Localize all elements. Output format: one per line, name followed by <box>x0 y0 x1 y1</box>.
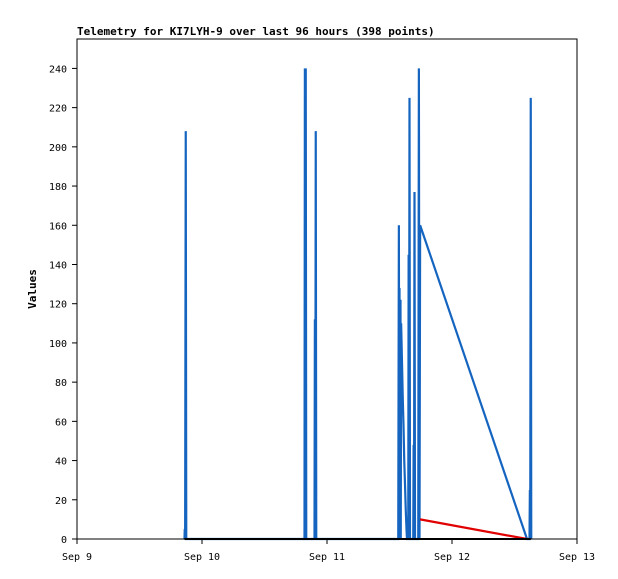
x-tick-label: Sep 11 <box>309 552 345 563</box>
axis-layer: 0 20 40 60 80 100 120 140 160 180 200 220 240 Sep 9 Se… <box>49 64 595 563</box>
y-tick-label: 0 <box>61 535 67 546</box>
y-tick-label: 240 <box>49 64 67 75</box>
series-line-1 <box>419 518 528 541</box>
plot-frame <box>76 38 578 540</box>
y-tick-label: 100 <box>49 339 67 350</box>
chart-title: Telemetry for KI7LYH-9 over last 96 hour… <box>77 25 435 38</box>
y-tick-label: 200 <box>49 143 67 154</box>
y-tick-label: 140 <box>49 260 67 271</box>
x-tick-label: Sep 12 <box>434 552 470 563</box>
y-tick-label: 80 <box>55 378 67 389</box>
series-line-0 <box>183 68 533 541</box>
y-tick-label: 220 <box>49 104 67 115</box>
x-tick-label: Sep 10 <box>184 552 220 563</box>
y-tick-label: 20 <box>55 496 67 507</box>
y-tick-label: 160 <box>49 221 67 232</box>
y-tick-label: 180 <box>49 182 67 193</box>
y-tick-label: 120 <box>49 300 67 311</box>
y-tick-label: 40 <box>55 457 67 468</box>
y-tick-label: 60 <box>55 417 67 428</box>
y-axis-label: Values <box>26 269 39 309</box>
x-tick-label: Sep 9 <box>62 552 92 563</box>
x-tick-label: Sep 13 <box>559 552 595 563</box>
